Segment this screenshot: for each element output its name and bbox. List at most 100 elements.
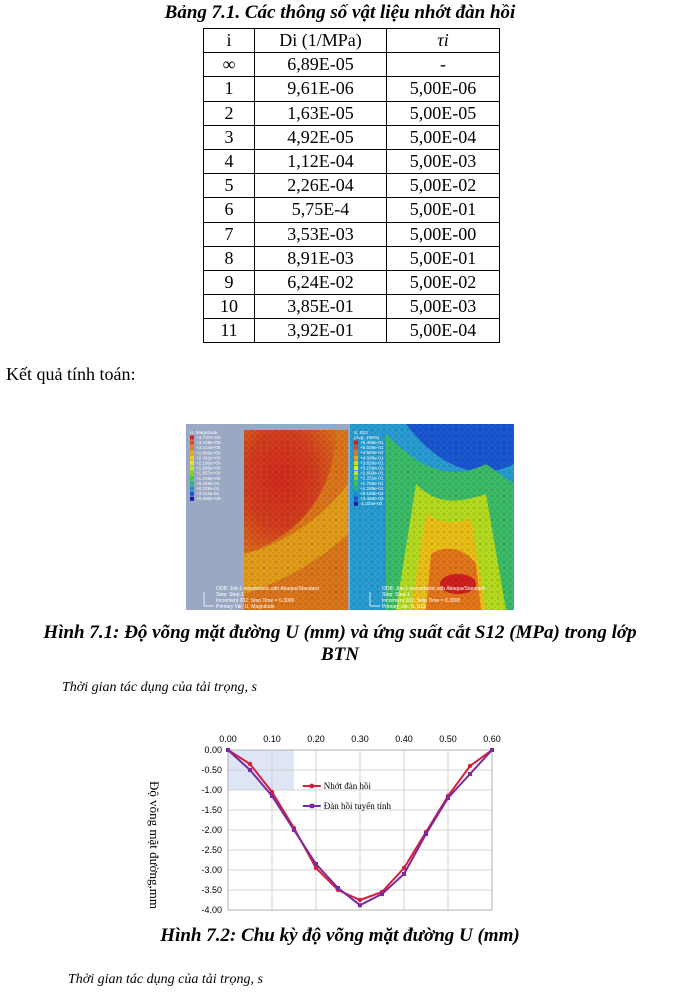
table-row: 11 3,92E-01 5,00E-04 (203, 318, 500, 344)
y-tick-label: -1.50 (201, 805, 222, 815)
legend-swatch (190, 486, 194, 491)
legend-swatch (354, 476, 358, 481)
result-label: Kết quả tính toán: (6, 364, 136, 384)
table-header-row: i Di (1/MPa) τi (203, 27, 500, 54)
legend-swatch (190, 435, 194, 440)
table-row: 4 1,12E-04 5,00E-03 (203, 148, 500, 175)
legend-swatch (190, 496, 194, 501)
legend-value: +3.158e-01 (360, 466, 384, 471)
table-cell: 5,00E-03 (386, 148, 500, 175)
table-cell: 2 (203, 100, 255, 126)
x-tick-label: 0.60 (483, 734, 501, 744)
legend-swatch (354, 496, 358, 501)
legend-swatch (190, 460, 194, 466)
legend-swatch (190, 450, 194, 455)
table-caption: Bảng 7.1. Các thông số vật liệu nhớt đàn… (164, 2, 516, 23)
series-point (446, 796, 450, 800)
table-row: 7 3,53E-03 5,00E-00 (203, 221, 500, 247)
table-row: 8 8,91E-03 5,00E-01 (203, 245, 500, 271)
right-increment-text: Increment 202: Step Time = 0.3000 (382, 598, 460, 604)
table-cell: ∞ (203, 52, 255, 78)
y-tick-label: -0.50 (201, 765, 222, 775)
table-cell: 5,00E-06 (386, 76, 500, 102)
legend-swatch (354, 481, 358, 486)
legend-swatch (190, 476, 194, 481)
legend-swatch (354, 450, 358, 455)
legend-title: (Avg: 100%) (354, 435, 380, 440)
legend-value: +2.231e-01 (360, 476, 384, 481)
table-cell: 6,89E-05 (254, 52, 387, 78)
legend-value: +3.114e+00 (196, 445, 221, 450)
legend-value: +9.343e-01 (196, 481, 220, 486)
left-increment-text: Increment 202: Step Time = 0.3000 (216, 598, 294, 604)
table-cell: 5 (203, 173, 255, 199)
table-row: 6 5,75E-4 5,00E-01 (203, 197, 500, 223)
table-cell: 6,24E-02 (254, 269, 387, 296)
legend-value: +1.285e-01 (360, 486, 384, 491)
table-row: 1 9,61E-06 5,00E-06 (203, 76, 500, 102)
material-parameters-table: i Di (1/MPa) τi ∞ 6,89E-05-1 9,61E-06 5,00E-06… (203, 27, 500, 344)
table-cell: 5,00E-04 (386, 124, 500, 150)
table-cell: 7 (203, 221, 255, 247)
x-tick-label: 0.00 (219, 734, 237, 744)
y-tick-label: -3.50 (201, 885, 222, 895)
series-point (358, 903, 362, 908)
figure1-caption-line1: Hình 7.1: Độ võng mặt đường U (mm) và ứn… (43, 622, 637, 643)
left-odb-text: ODB: Job-1-viscoelastic.odb Abaqus/Stand… (216, 586, 319, 592)
legend-swatch (354, 471, 358, 476)
table-cell: 1,63E-05 (254, 100, 387, 126)
table-cell: 5,00E-04 (386, 318, 500, 344)
x-tick-label: 0.20 (307, 734, 325, 744)
displacement-contour (244, 430, 348, 610)
legend-swatch (190, 491, 194, 496)
legend-value: +2.693e-01 (360, 471, 384, 476)
table-row: 10 3,85E-01 5,00E-03 (203, 294, 500, 320)
table-row: 9 6,24E-02 5,00E-02 (203, 269, 500, 296)
table-cell: 3,53E-03 (254, 221, 387, 247)
plot-area-border (227, 749, 493, 911)
table-cell: 1,12E-04 (254, 148, 387, 175)
legend-value: +0.000e+00 (196, 496, 221, 501)
table-cell: 10 (203, 294, 255, 320)
legend-swatch (354, 465, 358, 471)
table-cell: 5,00E-03 (386, 294, 500, 320)
x-tick-label: 0.50 (439, 734, 457, 744)
table-cell: 5,00E-05 (386, 100, 500, 126)
table-cell: 5,00E-02 (386, 269, 500, 296)
legend-label: Nhớt đàn hồi (324, 781, 372, 791)
table-cell: 5,00E-01 (386, 245, 500, 271)
series-point (380, 892, 384, 896)
table-cell: 5,75E-4 (254, 197, 387, 223)
displacement-legend: U, Magnitude+3.737e+00+3.426e+00+3.114e+… (190, 430, 221, 501)
legend-title: U, Magnitude (190, 430, 218, 435)
table-cell: 3,85E-01 (254, 294, 387, 320)
legend-marker (309, 803, 315, 809)
shear-stress-contour (350, 424, 514, 610)
table-cell: 5,00E-00 (386, 221, 500, 247)
x-tick-label: 0.40 (395, 734, 413, 744)
stress-legend: S, S12(Avg: 100%)+5.498e-01+5.036e-01+4.… (354, 430, 384, 506)
y-tick-label: -4.00 (201, 905, 222, 915)
legend-swatch (354, 440, 358, 445)
table-header-cell: i (203, 27, 255, 54)
table-header-cell: Di (1/MPa) (254, 27, 387, 54)
legend-swatch (190, 440, 194, 445)
series-point (270, 794, 274, 798)
legend-swatch (354, 491, 358, 496)
right-step-text: Step: Step-1 (382, 592, 410, 598)
y-axis-label: Độ võng mặt đường,mm (147, 781, 162, 909)
legend-swatch (354, 486, 358, 491)
axis-triad-icon (203, 592, 380, 607)
left-primary-var-text: Primary Var: U, Magnitude (216, 604, 275, 610)
legend-swatch (190, 455, 194, 460)
series-point (269, 789, 275, 795)
legend-value: +2.803e+00 (196, 450, 221, 455)
y-tick-label: -1.00 (201, 785, 222, 795)
legend-swatch (354, 445, 358, 450)
series-point (336, 886, 340, 890)
legend-value: +3.426e+00 (196, 440, 221, 445)
x-tick-label: 0.10 (263, 734, 281, 744)
figure1-caption-line2: BTN (321, 644, 359, 665)
table-row: 2 1,63E-05 5,00E-05 (203, 100, 500, 126)
series-point (247, 761, 253, 767)
